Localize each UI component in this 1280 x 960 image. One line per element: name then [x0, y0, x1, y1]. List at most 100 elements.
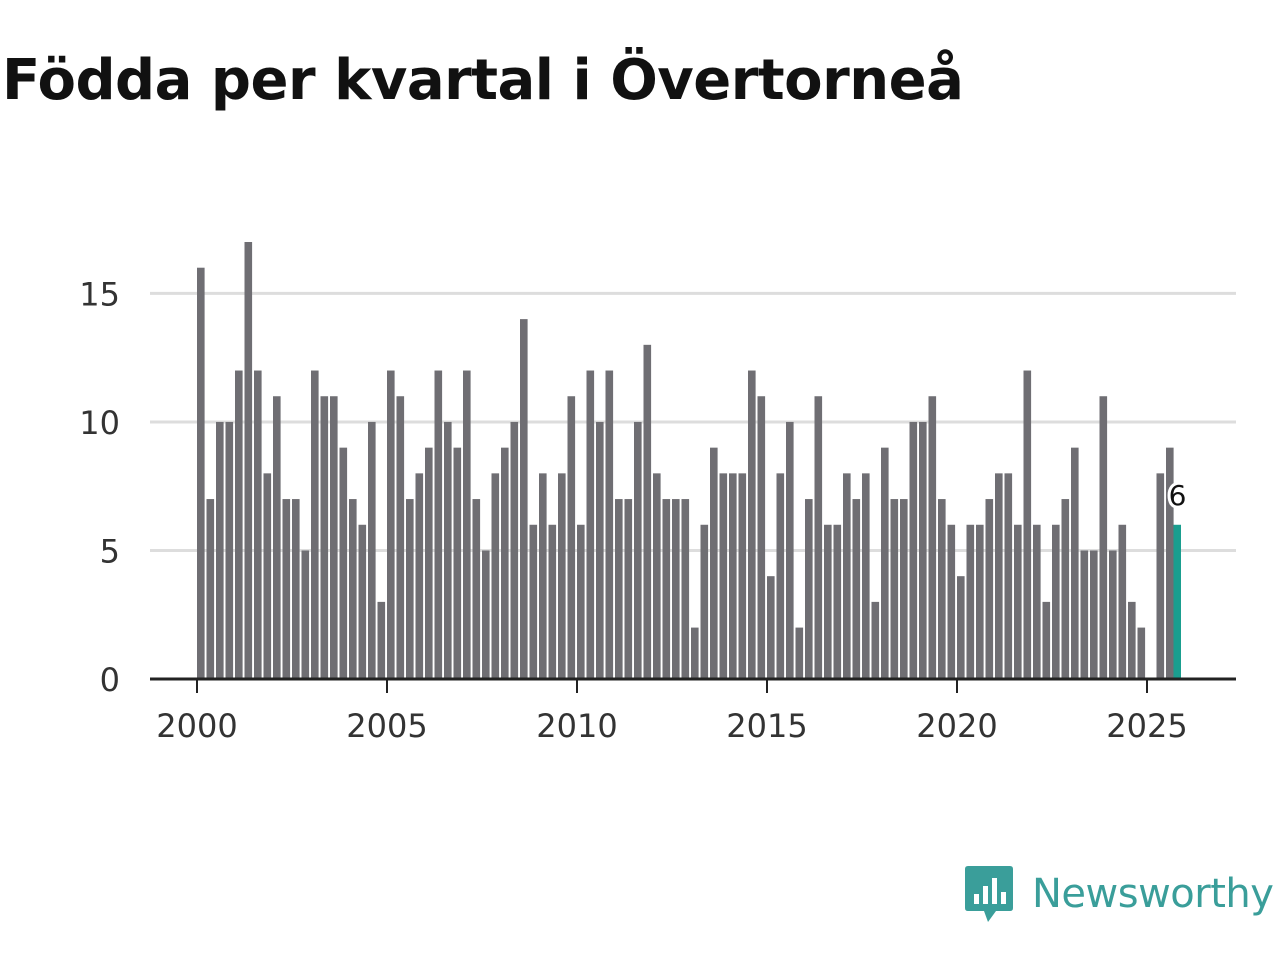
bar [301, 550, 310, 679]
bar [710, 447, 718, 679]
bar [1023, 370, 1032, 679]
bar [1099, 396, 1108, 679]
bar [501, 447, 509, 679]
bar [539, 473, 547, 679]
bar [548, 524, 557, 679]
bar [197, 267, 205, 679]
bar [396, 396, 405, 679]
bar [748, 370, 756, 679]
bar [691, 627, 699, 679]
bar [1033, 524, 1041, 679]
bar [567, 396, 576, 679]
bar [1080, 550, 1089, 679]
bar [529, 524, 538, 679]
bar [833, 524, 842, 679]
bar [472, 499, 481, 679]
bar [995, 473, 1003, 679]
bar [1042, 601, 1051, 679]
bar [871, 601, 880, 679]
x-axis [150, 677, 1236, 693]
bar [415, 473, 424, 679]
bar [596, 421, 604, 679]
bar [957, 576, 965, 679]
bar [852, 499, 861, 679]
bar [805, 499, 813, 679]
y-tick-label: 10 [79, 404, 120, 442]
bar [672, 499, 680, 679]
bar [919, 421, 927, 679]
bar [510, 421, 519, 679]
bar [1061, 499, 1070, 679]
bar [339, 447, 348, 679]
bar [425, 447, 433, 679]
bar [577, 524, 585, 679]
newsworthy-logo-icon [965, 866, 1013, 922]
x-tick-label: 2010 [536, 707, 617, 745]
bar [444, 421, 452, 679]
bar [320, 396, 329, 679]
bar [225, 421, 234, 679]
bar [330, 396, 338, 679]
bar [928, 396, 937, 679]
bar [947, 524, 956, 679]
bars [197, 242, 1181, 679]
bar [1052, 524, 1060, 679]
bar [273, 396, 281, 679]
bar [206, 499, 215, 679]
x-axis-labels: 2000 2005 2010 2015 2020 2025 [156, 707, 1187, 745]
bar [719, 473, 728, 679]
bar [653, 473, 661, 679]
bar [1166, 447, 1174, 679]
bar-highlight [1173, 524, 1181, 679]
bar [757, 396, 766, 679]
bar [938, 499, 946, 679]
x-tick-label: 2005 [346, 707, 427, 745]
bar [786, 421, 794, 679]
bar [1071, 447, 1079, 679]
bar [900, 499, 908, 679]
bar [985, 499, 994, 679]
bar [491, 473, 500, 679]
brand-name: Newsworthy [1032, 871, 1274, 917]
bar [358, 524, 367, 679]
bar [624, 499, 633, 679]
x-tick-label: 2020 [916, 707, 997, 745]
bar [235, 370, 243, 679]
bar [520, 319, 528, 679]
bar [966, 524, 975, 679]
bar [862, 473, 870, 679]
bar [254, 370, 262, 679]
bar [681, 499, 690, 679]
bar [662, 499, 671, 679]
bar [1156, 473, 1165, 679]
x-tick-label: 2015 [726, 707, 807, 745]
bar [634, 421, 642, 679]
bar [368, 421, 376, 679]
bar [282, 499, 291, 679]
bar [814, 396, 823, 679]
bar [387, 370, 395, 679]
x-tick-label: 2000 [156, 707, 237, 745]
bar [1109, 550, 1117, 679]
bar [406, 499, 414, 679]
bar [558, 473, 566, 679]
bar [729, 473, 737, 679]
bar [586, 370, 595, 679]
bar [244, 242, 253, 679]
bar [605, 370, 614, 679]
bar [795, 627, 804, 679]
bar [615, 499, 623, 679]
bar [738, 473, 747, 679]
x-tick-label: 2025 [1106, 707, 1187, 745]
bar [1004, 473, 1013, 679]
annotations: 6 [1166, 476, 1190, 515]
bar [349, 499, 357, 679]
y-tick-label: 5 [100, 532, 120, 570]
bar [216, 421, 224, 679]
bar [976, 524, 984, 679]
brand-logo: Newsworthy [964, 864, 1274, 924]
bar [292, 499, 300, 679]
bar [824, 524, 832, 679]
bar [890, 499, 899, 679]
